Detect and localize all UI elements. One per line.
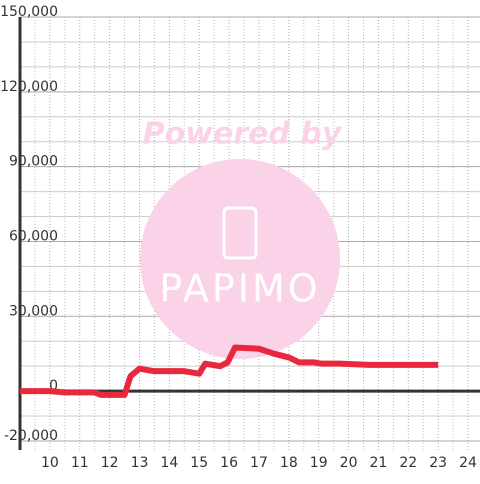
x-tick-label: 17: [250, 455, 268, 471]
grid: [18, 16, 480, 450]
x-tick-label: 15: [190, 455, 208, 471]
y-tick-label: 60,000: [9, 228, 58, 244]
line: [20, 344, 439, 398]
x-tick-label: 12: [101, 455, 119, 471]
x-tick-label: 22: [399, 455, 417, 471]
y-tick-label: 0: [49, 378, 58, 394]
x-tick-label: 10: [41, 455, 59, 471]
x-tick-label: 21: [370, 455, 388, 471]
watermark-logo: PAPIMO: [159, 267, 320, 311]
x-tick-label: 23: [429, 455, 447, 471]
y-tick-label: 90,000: [9, 154, 58, 170]
y-tick-label: 120,000: [0, 79, 58, 95]
y-tick-label: 150,000: [0, 4, 58, 20]
x-tick-label: 14: [160, 455, 178, 471]
watermark-text: Powered by: [143, 117, 343, 152]
x-tick-label: 20: [340, 455, 358, 471]
x-tick-label: 24: [459, 455, 477, 471]
x-tick-label: 16: [220, 455, 238, 471]
y-tick-label: -20,000: [4, 428, 58, 444]
watermark-phone: [222, 206, 258, 260]
x-tick-label: 11: [71, 455, 89, 471]
x-tick-label: 13: [131, 455, 149, 471]
x-tick-label: 18: [280, 455, 298, 471]
plot: 150,000 120,000 90,000 60,000 30,000 0 -20,000…: [0, 4, 477, 471]
y-tick-label: 30,000: [9, 303, 58, 319]
watermark: Powered by PAPIMO: [140, 117, 343, 359]
x-tick-label: 19: [310, 455, 328, 471]
